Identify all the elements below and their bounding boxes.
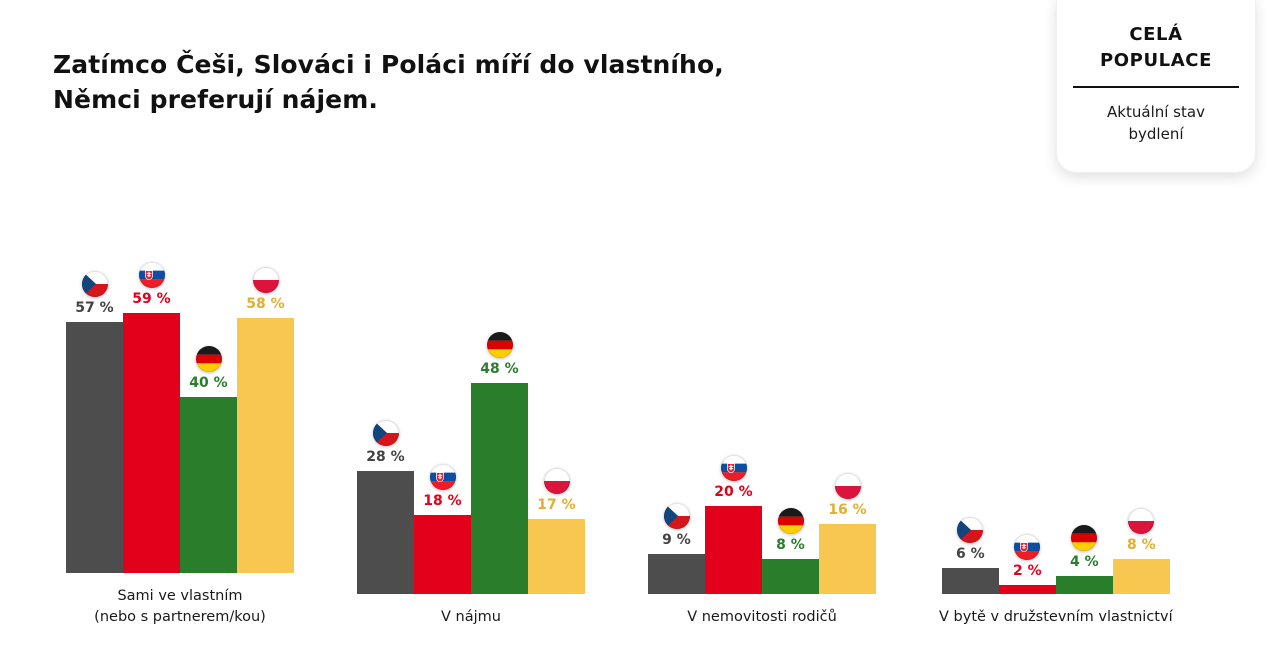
bar-value-label: 16 %	[828, 501, 867, 518]
bar-value-label: 8 %	[776, 536, 805, 553]
category-label: Sami ve vlastním (nebo s partnerem/kou)	[94, 588, 266, 626]
bar-column: 28 %	[357, 419, 414, 595]
bar-value-label: 20 %	[714, 484, 753, 501]
bar-column: 59 %	[123, 262, 180, 573]
german-flag-icon	[486, 331, 513, 358]
bar-column: 2 %	[998, 534, 1056, 595]
bar-column: 8 %	[1112, 507, 1170, 595]
czech-flag-icon	[372, 419, 399, 446]
czech-flag-icon	[957, 516, 984, 543]
bar	[1055, 576, 1113, 595]
polish-flag-icon	[252, 266, 279, 293]
bar	[123, 313, 180, 573]
chart-title-line2: Němci preferují nájem.	[53, 84, 378, 114]
bar-value-label: 17 %	[537, 497, 576, 514]
german-flag-icon	[1071, 525, 1098, 552]
bar-value-label: 2 %	[1012, 563, 1042, 580]
bar-value-label: 58 %	[246, 295, 285, 312]
category-label: V bytě v družstevním vlastnictví	[939, 609, 1173, 626]
polish-flag-icon	[543, 468, 570, 495]
category-label: V nájmu	[441, 609, 501, 626]
bar-column: 58 %	[237, 266, 294, 573]
bar	[1112, 558, 1170, 595]
bar-column: 57 %	[66, 271, 123, 573]
bar-column: 40 %	[180, 345, 237, 573]
bar-column: 4 %	[1055, 525, 1113, 595]
population-tab-card[interactable]: CELÁ POPULACE Aktuální stav bydlení	[1056, 0, 1256, 173]
bar-value-label: 6 %	[955, 545, 985, 562]
bar-group-bars: 9 % 20 % 8 % 16 %	[648, 269, 876, 595]
bar	[66, 322, 123, 573]
bar	[998, 585, 1056, 595]
category-label: V nemovitosti rodičů	[687, 609, 837, 626]
slovak-flag-icon	[1014, 534, 1041, 561]
bar	[941, 567, 999, 595]
bar-column: 18 %	[414, 463, 471, 595]
bar	[762, 558, 819, 595]
polish-flag-icon	[834, 472, 861, 499]
german-flag-icon	[777, 507, 804, 534]
bar-chart: 57 % 59 % 40 % 58 % Sami ve vlastním (nebo s …	[66, 248, 1173, 628]
bar-value-label: 40 %	[189, 375, 228, 391]
bar-column: 16 %	[819, 472, 876, 595]
chart-title-line1: Zatímco Češi, Slováci i Poláci míří do v…	[53, 50, 724, 79]
bar-group: 9 % 20 % 8 % 16 % V nemovitosti rodičů	[648, 269, 876, 628]
bar-column: 9 %	[648, 503, 705, 595]
bar	[528, 519, 585, 595]
czech-flag-icon	[81, 271, 108, 298]
czech-flag-icon	[663, 503, 690, 530]
german-flag-icon	[195, 345, 222, 373]
slovak-flag-icon	[138, 262, 165, 289]
bar-group: 6 % 2 % 4 % 8 % V bytě v družstevním vlastni…	[939, 269, 1173, 628]
bar-column: 6 %	[941, 516, 999, 595]
tab-title: CELÁ POPULACE	[1099, 24, 1212, 72]
bar	[237, 317, 294, 573]
bar-group: 57 % 59 % 40 % 58 % Sami ve vlastním (nebo s …	[66, 248, 294, 628]
bar-column: 48 %	[471, 331, 528, 595]
bar-value-label: 18 %	[423, 492, 462, 509]
bar-group: 28 % 18 % 48 % 17 % V nájmu	[357, 269, 585, 628]
bar	[819, 523, 876, 595]
bar	[648, 554, 705, 595]
bar-value-label: 28 %	[366, 448, 405, 465]
bar	[180, 397, 237, 573]
bar-column: 8 %	[762, 507, 819, 595]
bar-value-label: 57 %	[75, 300, 114, 317]
bar-value-label: 9 %	[662, 532, 691, 549]
bar-value-label: 8 %	[1126, 536, 1156, 553]
bar	[471, 382, 528, 595]
slovak-flag-icon	[720, 455, 747, 482]
bar-column: 20 %	[705, 455, 762, 595]
chart-title: Zatímco Češi, Slováci i Poláci míří do v…	[53, 48, 724, 117]
slovak-flag-icon	[429, 463, 456, 490]
bar-group-bars: 28 % 18 % 48 % 17 %	[357, 269, 585, 595]
bar-value-label: 4 %	[1069, 554, 1099, 571]
tab-divider	[1073, 86, 1239, 89]
bar-group-bars: 57 % 59 % 40 % 58 %	[66, 248, 294, 573]
bar	[705, 506, 762, 595]
bar	[357, 470, 414, 595]
bar	[414, 514, 471, 595]
bar-value-label: 59 %	[132, 291, 171, 308]
bar-column: 17 %	[528, 468, 585, 595]
bar-group-bars: 6 % 2 % 4 % 8 %	[941, 269, 1170, 595]
tab-subtitle: Aktuální stav bydlení	[1107, 103, 1205, 143]
polish-flag-icon	[1128, 507, 1155, 534]
bar-value-label: 48 %	[480, 360, 519, 377]
